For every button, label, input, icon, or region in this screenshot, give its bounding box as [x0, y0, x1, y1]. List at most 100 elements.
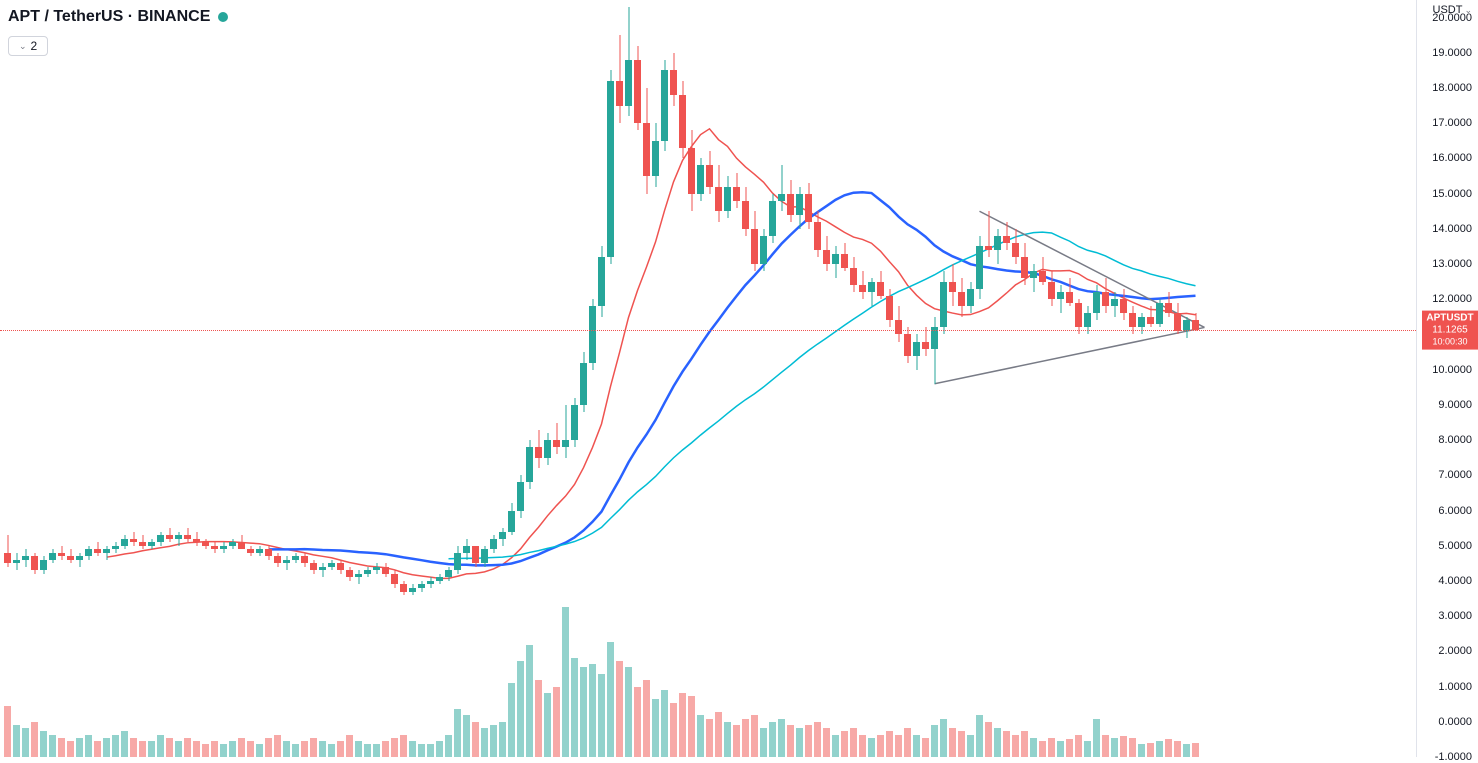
candle[interactable] — [535, 0, 542, 757]
candle[interactable] — [787, 0, 794, 757]
candle[interactable] — [553, 0, 560, 757]
candle[interactable] — [49, 0, 56, 757]
candle[interactable] — [544, 0, 551, 757]
candle[interactable] — [265, 0, 272, 757]
candle[interactable] — [949, 0, 956, 757]
candle[interactable] — [157, 0, 164, 757]
candle[interactable] — [31, 0, 38, 757]
candle[interactable] — [526, 0, 533, 757]
candle[interactable] — [58, 0, 65, 757]
candle[interactable] — [742, 0, 749, 757]
candle[interactable] — [13, 0, 20, 757]
candle[interactable] — [994, 0, 1001, 757]
candle[interactable] — [967, 0, 974, 757]
candle[interactable] — [940, 0, 947, 757]
candle[interactable] — [256, 0, 263, 757]
candle[interactable] — [751, 0, 758, 757]
candle[interactable] — [1147, 0, 1154, 757]
candle[interactable] — [328, 0, 335, 757]
candle[interactable] — [499, 0, 506, 757]
candle[interactable] — [508, 0, 515, 757]
candle[interactable] — [139, 0, 146, 757]
candle[interactable] — [94, 0, 101, 757]
candle[interactable] — [1030, 0, 1037, 757]
candle[interactable] — [1048, 0, 1055, 757]
candle[interactable] — [931, 0, 938, 757]
candle[interactable] — [985, 0, 992, 757]
candle[interactable] — [103, 0, 110, 757]
candle[interactable] — [652, 0, 659, 757]
candle[interactable] — [643, 0, 650, 757]
candle[interactable] — [841, 0, 848, 757]
candle[interactable] — [301, 0, 308, 757]
candle[interactable] — [922, 0, 929, 757]
candle[interactable] — [481, 0, 488, 757]
candle[interactable] — [877, 0, 884, 757]
candle[interactable] — [1165, 0, 1172, 757]
candle[interactable] — [616, 0, 623, 757]
candle[interactable] — [1174, 0, 1181, 757]
candle[interactable] — [175, 0, 182, 757]
candle[interactable] — [1102, 0, 1109, 757]
candle[interactable] — [292, 0, 299, 757]
candle[interactable] — [40, 0, 47, 757]
candle[interactable] — [778, 0, 785, 757]
candle[interactable] — [1057, 0, 1064, 757]
chart-area[interactable] — [0, 0, 1416, 757]
candle[interactable] — [1093, 0, 1100, 757]
candle[interactable] — [724, 0, 731, 757]
candle[interactable] — [211, 0, 218, 757]
candle[interactable] — [454, 0, 461, 757]
candle[interactable] — [85, 0, 92, 757]
candle[interactable] — [769, 0, 776, 757]
candle[interactable] — [247, 0, 254, 757]
candle[interactable] — [346, 0, 353, 757]
candle[interactable] — [895, 0, 902, 757]
candle[interactable] — [427, 0, 434, 757]
candle[interactable] — [121, 0, 128, 757]
candle[interactable] — [274, 0, 281, 757]
candle[interactable] — [445, 0, 452, 757]
candle[interactable] — [76, 0, 83, 757]
candle[interactable] — [796, 0, 803, 757]
candle[interactable] — [589, 0, 596, 757]
candle[interactable] — [472, 0, 479, 757]
candle[interactable] — [355, 0, 362, 757]
candle[interactable] — [814, 0, 821, 757]
indicator-dropdown[interactable]: ⌄ 2 — [8, 36, 48, 56]
candle[interactable] — [1066, 0, 1073, 757]
candle[interactable] — [823, 0, 830, 757]
candle[interactable] — [310, 0, 317, 757]
candle[interactable] — [22, 0, 29, 757]
candle[interactable] — [571, 0, 578, 757]
candle[interactable] — [409, 0, 416, 757]
candle[interactable] — [679, 0, 686, 757]
candle[interactable] — [958, 0, 965, 757]
candle[interactable] — [319, 0, 326, 757]
candle[interactable] — [1111, 0, 1118, 757]
candle[interactable] — [976, 0, 983, 757]
candle[interactable] — [382, 0, 389, 757]
candle[interactable] — [418, 0, 425, 757]
candle[interactable] — [598, 0, 605, 757]
candle[interactable] — [436, 0, 443, 757]
candle[interactable] — [706, 0, 713, 757]
candle[interactable] — [625, 0, 632, 757]
candle[interactable] — [661, 0, 668, 757]
candle[interactable] — [166, 0, 173, 757]
candle[interactable] — [868, 0, 875, 757]
candle[interactable] — [1183, 0, 1190, 757]
candle[interactable] — [859, 0, 866, 757]
candle[interactable] — [130, 0, 137, 757]
candle[interactable] — [670, 0, 677, 757]
candle[interactable] — [1075, 0, 1082, 757]
candle[interactable] — [1021, 0, 1028, 757]
candle[interactable] — [391, 0, 398, 757]
candle[interactable] — [202, 0, 209, 757]
candle[interactable] — [733, 0, 740, 757]
candle[interactable] — [364, 0, 371, 757]
candle[interactable] — [634, 0, 641, 757]
candle[interactable] — [1012, 0, 1019, 757]
candle[interactable] — [67, 0, 74, 757]
candle[interactable] — [688, 0, 695, 757]
